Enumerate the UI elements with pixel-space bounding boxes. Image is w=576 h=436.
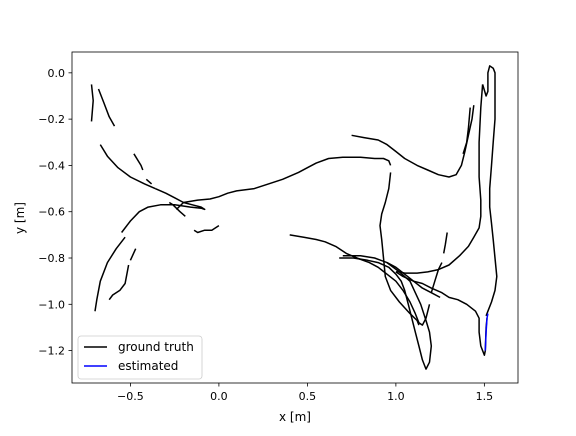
series-line-ground-truth-segment-2 — [99, 144, 156, 190]
legend-label-estimated: estimated — [118, 359, 178, 373]
y-axis-ticks: 0.0 −0.2 −0.4 −0.6 −0.8 −1.0 −1.2 — [38, 67, 72, 358]
series-line-ground-truth-segment-12 — [339, 254, 433, 370]
series-line-ground-truth-segment-6 — [351, 105, 475, 178]
series-line-ground-truth-segment-10 — [395, 271, 488, 356]
series-line-ground-truth-segment-19 — [129, 248, 137, 261]
y-tick-label: −1.0 — [38, 298, 65, 311]
legend-box — [77, 335, 203, 380]
series-line-ground-truth-segment-0 — [90, 84, 94, 122]
y-tick-label: −0.8 — [38, 252, 65, 265]
legend: ground truth estimated — [77, 335, 203, 380]
series-line-ground-truth-segment-9 — [395, 84, 484, 274]
series-line-ground-truth-segment-15 — [442, 232, 448, 254]
series-line-ground-truth-segment-5 — [379, 172, 420, 326]
y-tick-label: −0.6 — [38, 206, 65, 219]
series-line-estimated-segment-0 — [484, 313, 489, 351]
x-axis-ticks: −0.5 0.0 0.5 1.0 1.5 — [117, 383, 493, 403]
x-tick-label: 1.5 — [476, 390, 494, 403]
series-line-ground-truth-segment-17 — [168, 201, 186, 217]
y-tick-label: −0.4 — [38, 159, 65, 172]
series-line-ground-truth-segment-22 — [145, 178, 153, 185]
series-line-ground-truth-segment-18 — [94, 236, 126, 312]
series-line-ground-truth-segment-11 — [289, 234, 431, 326]
series-line-ground-truth-segment-8 — [481, 65, 498, 317]
x-tick-label: −0.5 — [117, 390, 144, 403]
x-tick-label: 1.0 — [387, 390, 405, 403]
axes-frame — [71, 51, 519, 384]
x-tick-label: 0.0 — [210, 390, 228, 403]
y-tick-label: 0.0 — [48, 67, 66, 80]
series-line-ground-truth-segment-1 — [97, 88, 116, 127]
series-lines — [90, 65, 498, 370]
legend-label-ground-truth: ground truth — [118, 340, 194, 354]
y-tick-label: −0.2 — [38, 113, 65, 126]
series-line-ground-truth-segment-14 — [430, 262, 443, 293]
series-line-ground-truth-segment-16 — [193, 224, 220, 234]
series-line-ground-truth-segment-21 — [133, 153, 144, 171]
series-line-ground-truth-segment-4 — [175, 156, 392, 210]
y-tick-label: −1.2 — [38, 345, 65, 358]
series-line-ground-truth-segment-3 — [121, 187, 206, 233]
series-line-ground-truth-segment-20 — [108, 264, 130, 301]
y-axis-label: y [m] — [13, 202, 27, 234]
x-tick-label: 0.5 — [299, 390, 317, 403]
x-axis-label: x [m] — [279, 410, 311, 424]
series-line-ground-truth-segment-7 — [462, 107, 471, 155]
